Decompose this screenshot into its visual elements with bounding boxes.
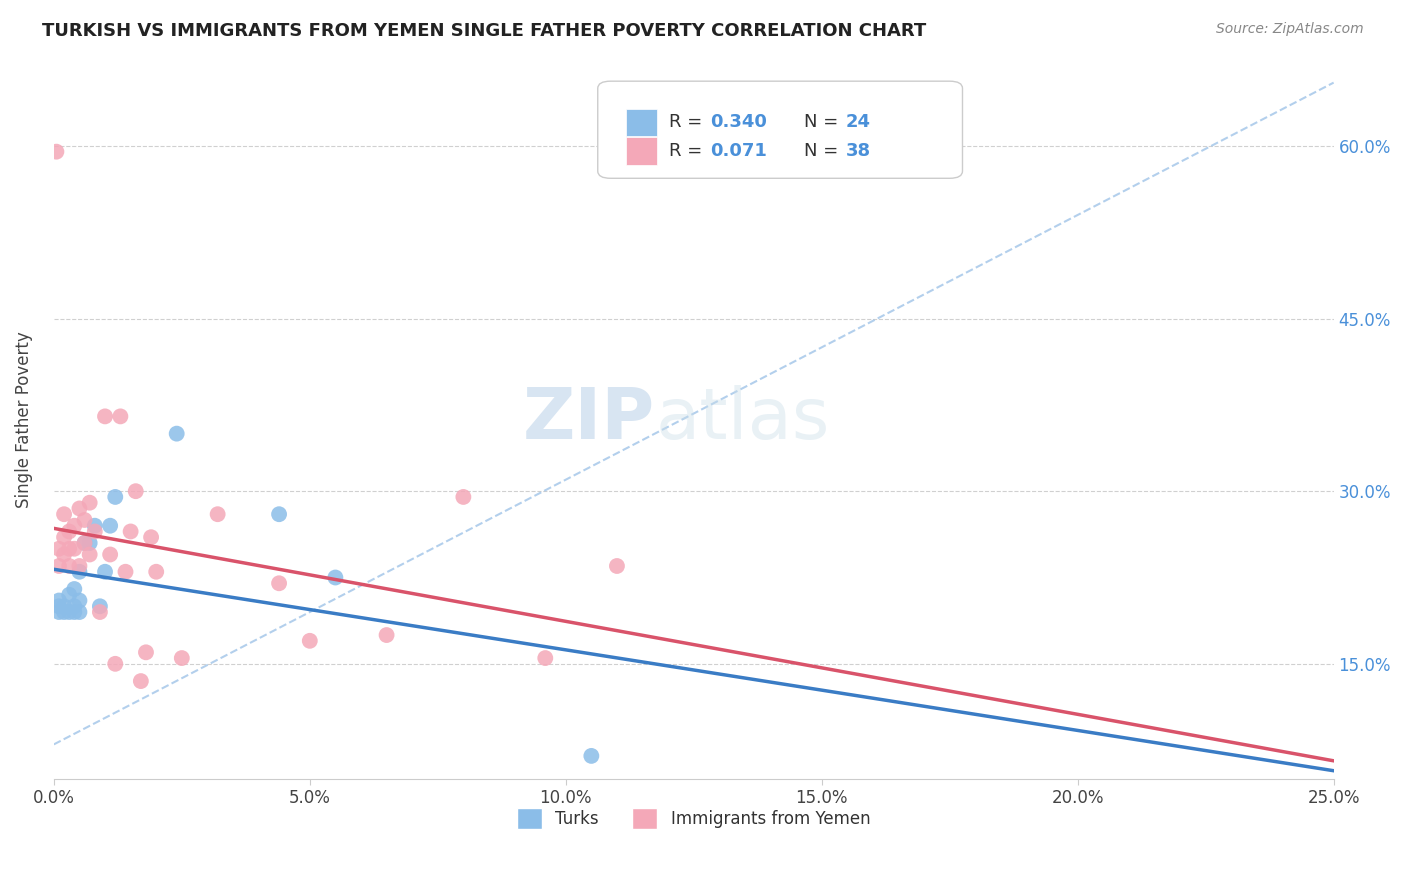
Text: R =: R = [669, 142, 709, 160]
Point [114, 565, 136, 579]
Point [67, 605, 90, 619]
Point [139, 530, 162, 544]
FancyBboxPatch shape [626, 137, 657, 165]
Point [58, 541, 80, 556]
Point [606, 559, 628, 574]
Point [79, 496, 101, 510]
Point [98, 518, 121, 533]
Point [94, 565, 117, 579]
Point [63, 599, 86, 614]
Text: N =: N = [804, 113, 844, 131]
Point [104, 490, 127, 504]
Text: 24: 24 [846, 113, 872, 131]
Point [581, 748, 603, 763]
Point [63, 541, 86, 556]
Point [79, 548, 101, 562]
Point [67, 593, 90, 607]
Point [534, 651, 557, 665]
Point [53, 507, 76, 521]
Point [73, 513, 96, 527]
FancyBboxPatch shape [598, 81, 963, 178]
Point [83, 518, 105, 533]
Point [53, 530, 76, 544]
Point [63, 605, 86, 619]
Point [48, 593, 70, 607]
Point [207, 507, 229, 521]
Point [375, 628, 398, 642]
Point [79, 536, 101, 550]
Point [94, 409, 117, 424]
Point [298, 633, 321, 648]
Point [53, 548, 76, 562]
Point [63, 518, 86, 533]
Point [267, 576, 290, 591]
Point [58, 524, 80, 539]
Text: R =: R = [669, 113, 709, 131]
Point [145, 565, 167, 579]
Point [110, 409, 132, 424]
Point [120, 524, 142, 539]
Point [48, 559, 70, 574]
Point [67, 565, 90, 579]
Text: N =: N = [804, 142, 844, 160]
Point [48, 541, 70, 556]
Text: TURKISH VS IMMIGRANTS FROM YEMEN SINGLE FATHER POVERTY CORRELATION CHART: TURKISH VS IMMIGRANTS FROM YEMEN SINGLE … [42, 22, 927, 40]
Point [166, 426, 188, 441]
Point [63, 582, 86, 596]
Point [53, 605, 76, 619]
Point [58, 559, 80, 574]
Point [267, 507, 290, 521]
Point [73, 536, 96, 550]
Point [83, 524, 105, 539]
Point [104, 657, 127, 671]
Point [129, 674, 152, 689]
Point [58, 588, 80, 602]
Point [45, 145, 67, 159]
Legend: Turks, Immigrants from Yemen: Turks, Immigrants from Yemen [510, 802, 877, 835]
Y-axis label: Single Father Poverty: Single Father Poverty [15, 331, 32, 508]
Text: 38: 38 [846, 142, 872, 160]
Point [453, 490, 475, 504]
Text: atlas: atlas [655, 384, 830, 454]
Point [48, 599, 70, 614]
Text: 0.340: 0.340 [710, 113, 768, 131]
Text: 0.071: 0.071 [710, 142, 768, 160]
FancyBboxPatch shape [626, 109, 657, 136]
Point [48, 605, 70, 619]
Point [135, 645, 157, 659]
Point [125, 484, 148, 499]
Point [73, 536, 96, 550]
Point [325, 570, 347, 584]
Point [53, 599, 76, 614]
Point [89, 605, 111, 619]
Point [89, 599, 111, 614]
Point [98, 548, 121, 562]
Text: Source: ZipAtlas.com: Source: ZipAtlas.com [1216, 22, 1364, 37]
Point [170, 651, 193, 665]
Point [67, 559, 90, 574]
Point [67, 501, 90, 516]
Text: ZIP: ZIP [523, 384, 655, 454]
Point [58, 605, 80, 619]
